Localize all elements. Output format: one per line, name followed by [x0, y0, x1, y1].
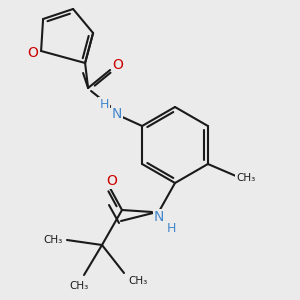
Text: CH₃: CH₃ — [236, 173, 256, 183]
Text: CH₃: CH₃ — [128, 276, 148, 286]
Text: CH₃: CH₃ — [44, 235, 63, 245]
Text: CH₃: CH₃ — [69, 281, 88, 291]
Text: H: H — [166, 223, 176, 236]
Text: O: O — [28, 46, 38, 60]
Text: N: N — [112, 107, 122, 121]
Text: N: N — [154, 210, 164, 224]
Text: H: H — [99, 98, 109, 110]
Text: O: O — [113, 58, 124, 72]
Text: O: O — [106, 174, 117, 188]
